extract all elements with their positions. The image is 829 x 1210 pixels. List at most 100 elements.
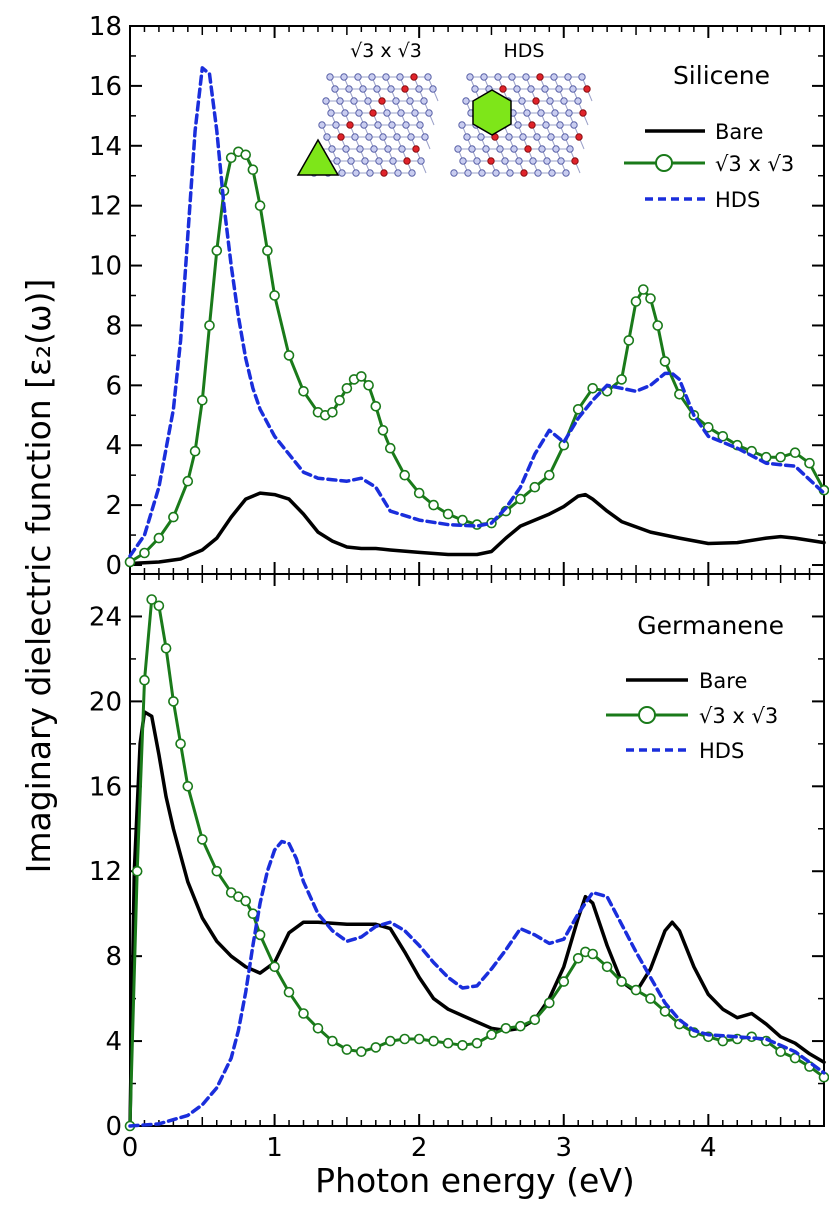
bottom-legend-label-bare: Bare <box>699 669 747 693</box>
inset-sqrt3-atom <box>373 85 381 93</box>
bottom-series-sqrt3-marker <box>197 834 208 845</box>
bottom-ytick-label: 16 <box>89 772 122 802</box>
x-tick-label: 4 <box>700 1133 717 1163</box>
inset-sqrt3-atom <box>425 109 433 117</box>
inset-hds-atom <box>454 145 462 153</box>
inset-sqrt3-atom <box>342 145 350 153</box>
inset-sqrt3-atom <box>429 85 437 93</box>
y-axis-label: Imaginary dielectric function [ε₂(ω)] <box>19 279 58 874</box>
inset-sqrt3-atom-red <box>337 133 345 141</box>
top-ytick-label: 14 <box>89 132 122 162</box>
inset-hds-atom <box>518 97 526 105</box>
inset-sqrt3-atom <box>327 109 335 117</box>
bottom-legend: Bare √3 x √3 HDS <box>606 669 778 763</box>
top-legend-label-hds: HDS <box>715 188 760 212</box>
top-series-sqrt3-marker <box>139 547 150 559</box>
inset-sqrt3-atom <box>359 85 367 93</box>
top-series-sqrt3-marker <box>334 394 345 406</box>
inset-sqrt3-atom <box>411 109 419 117</box>
inset-sqrt3-atom <box>415 85 423 93</box>
inset-sqrt3-atom <box>389 157 397 165</box>
top-ytick-label: 8 <box>105 311 122 341</box>
top-series-sqrt3-marker <box>124 556 136 568</box>
top-series-sqrt3-marker <box>153 532 165 544</box>
inset-sqrt3-atom-red <box>346 121 354 129</box>
top-series-sqrt3-marker <box>637 284 649 295</box>
inset-hds-atom <box>482 145 490 153</box>
inset-sqrt3-atom <box>332 121 340 129</box>
inset-sqrt3-atom <box>382 73 390 81</box>
top-series-sqrt3-marker <box>543 469 555 481</box>
inset-hds-atom-red <box>575 133 583 141</box>
top-legend-marker-sqrt3 <box>655 154 673 172</box>
inset-hds-atom <box>574 97 582 105</box>
bottom-series-sqrt3-marker <box>601 961 613 973</box>
top-series-sqrt3-marker <box>775 451 786 463</box>
x-tick-label: 1 <box>266 1133 283 1163</box>
inset-sqrt3-atom <box>338 169 346 177</box>
inset-sqrt3-triangle <box>296 138 340 176</box>
inset-hds-atom <box>478 169 486 177</box>
bottom-series-sqrt3-marker <box>384 1035 396 1047</box>
inset-sqrt3-atom-red <box>369 109 377 117</box>
inset-hds-atom <box>542 121 550 129</box>
inset-hds-atom <box>566 145 574 153</box>
inset-sqrt3-atom <box>328 145 336 153</box>
bottom-series-sqrt3-marker <box>543 997 555 1009</box>
inset-hds-atom <box>480 73 488 81</box>
inset-sqrt3-atom <box>407 133 415 141</box>
top-series-sqrt3-marker <box>327 406 338 418</box>
top-series-sqrt3-marker <box>204 320 215 331</box>
inset-hds-atom <box>464 169 472 177</box>
top-series-sqrt3-marker <box>587 382 599 394</box>
inset-hds-atom-red <box>583 85 591 93</box>
inset-hds-atom <box>557 157 565 165</box>
inset-sqrt3-atom <box>340 73 348 81</box>
top-ytick-label: 6 <box>105 371 122 401</box>
bottom-series-hds-line <box>128 839 826 1128</box>
bottom-legend-label-sqrt3: √3 x √3 <box>699 704 778 728</box>
inset-hds-atom <box>458 121 466 129</box>
inset-sqrt3-atom <box>350 97 358 105</box>
top-series-sqrt3-marker <box>341 382 353 394</box>
bottom-ytick-label: 20 <box>89 687 122 717</box>
top-series-sqrt3-marker <box>413 487 425 499</box>
inset-hds-atom <box>533 133 541 141</box>
inset-sqrt3-atom <box>398 145 406 153</box>
inset-sqrt3-atom <box>387 85 395 93</box>
x-tick-label: 3 <box>555 1133 572 1163</box>
inset-hds-atom <box>562 169 570 177</box>
top-series-sqrt3-marker <box>384 442 396 454</box>
inset-sqrt3-atom <box>355 109 363 117</box>
inset-hds-atom <box>565 109 573 117</box>
bottom-series-sqrt3-marker <box>529 1014 541 1026</box>
inset-hds-atom <box>468 145 476 153</box>
top-series-sqrt3-marker <box>789 447 801 459</box>
inset-hds-atom <box>463 133 471 141</box>
top-series-sqrt3-marker <box>623 335 635 346</box>
top-axis-ticks: 0 2 4 6 8 10 12 14 16 18 <box>89 12 825 581</box>
top-panel-title: Silicene <box>673 61 770 90</box>
inset-sqrt3-atom <box>352 169 360 177</box>
inset-sqrt3-atom <box>383 109 391 117</box>
bottom-series-sqrt3-marker <box>645 993 656 1004</box>
inset-sqrt3-atom <box>392 97 400 105</box>
bottom-panel-title: Germanene <box>637 611 784 640</box>
top-series-sqrt3-marker <box>370 400 382 412</box>
bottom-series-sqrt3-marker <box>254 929 266 941</box>
bottom-series-sqrt3-marker <box>442 1037 454 1049</box>
inset-sqrt3-atom <box>361 157 369 165</box>
inset-hds-structure: HDS <box>450 40 593 177</box>
inset-sqrt3-structure: √3 x √3 <box>296 40 439 177</box>
bottom-series-sqrt3-marker <box>399 1033 411 1045</box>
inset-sqrt3-atom <box>416 121 424 129</box>
top-series-sqrt3-marker <box>804 457 815 469</box>
top-series-sqrt3-marker <box>240 149 251 161</box>
top-legend-label-sqrt3: √3 x √3 <box>715 152 794 176</box>
bottom-series-sqrt3-marker <box>558 976 570 987</box>
bottom-series-sqrt3-marker <box>355 1046 367 1057</box>
inset-hds-atom <box>496 145 504 153</box>
top-series-sqrt3-marker <box>211 245 223 256</box>
top-series-sqrt3-marker <box>659 356 671 367</box>
